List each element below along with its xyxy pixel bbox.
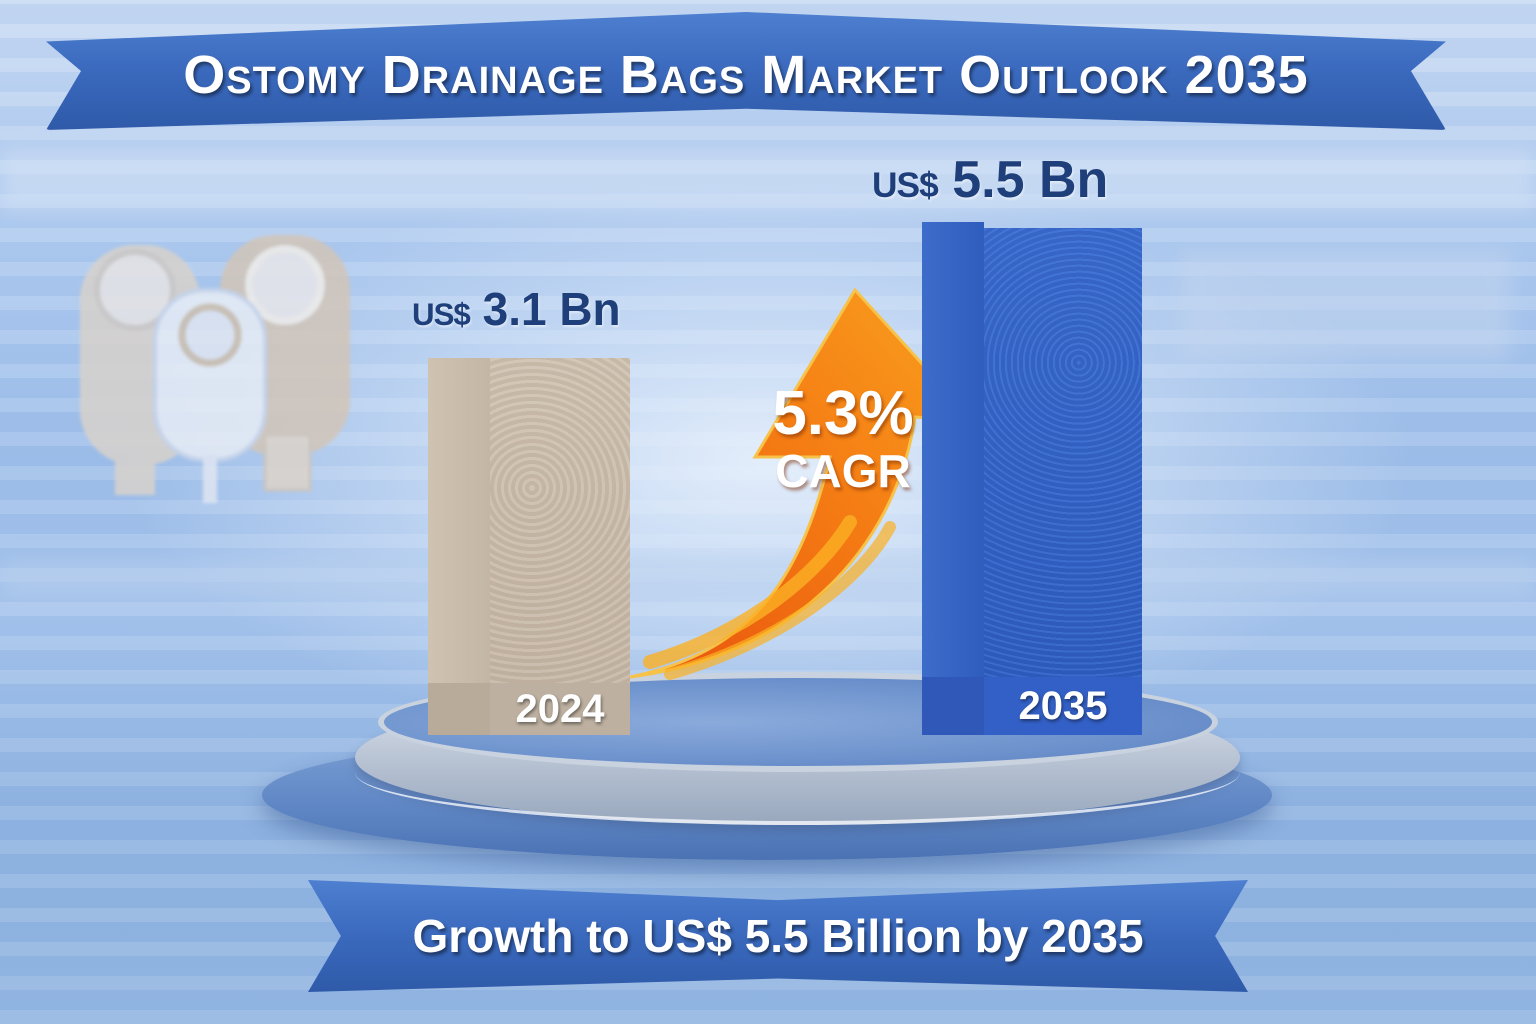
year-label: 2024 [515,686,605,731]
value-amount: 3.1 Bn [482,283,621,335]
bar-front [490,358,630,683]
title-banner: Ostomy Drainage Bags Market Outlook 2035 [46,12,1446,130]
growth-arrow-icon [629,287,979,680]
background-blur [0,150,1536,210]
bar-2035: 2035 [922,222,1142,740]
footer-tagline: Growth to US$ 5.5 Billion by 2035 [412,910,1144,962]
currency-label: US$ [412,297,471,332]
cagr-label: CAGR [775,445,911,497]
background-blur [1180,250,1510,360]
ostomy-bags-icon [80,235,350,503]
value-label-2035: US$ 5.5 Bn [872,150,1108,210]
background-blur [0,560,1536,600]
bar-front [984,228,1142,677]
cagr-value: 5.3% [772,379,914,448]
year-label: 2035 [1018,683,1108,728]
cagr-badge: 5.3% CAGR [748,379,938,497]
value-amount: 5.5 Bn [952,151,1109,209]
bar-plinth-side [428,683,490,735]
footer-banner: Growth to US$ 5.5 Billion by 2035 [308,880,1248,992]
page-title: Ostomy Drainage Bags Market Outlook 2035 [183,45,1309,105]
bar-side [428,358,490,683]
currency-label: US$ [872,166,939,205]
podium-lip [355,720,1240,825]
value-label-2024: US$ 3.1 Bn [412,282,621,336]
bar-plinth-side [922,677,984,735]
bar-side [922,222,984,677]
bar-plinth: 2024 [490,683,630,735]
bar-2024: 2024 [428,350,630,740]
bar-plinth: 2035 [984,677,1142,735]
